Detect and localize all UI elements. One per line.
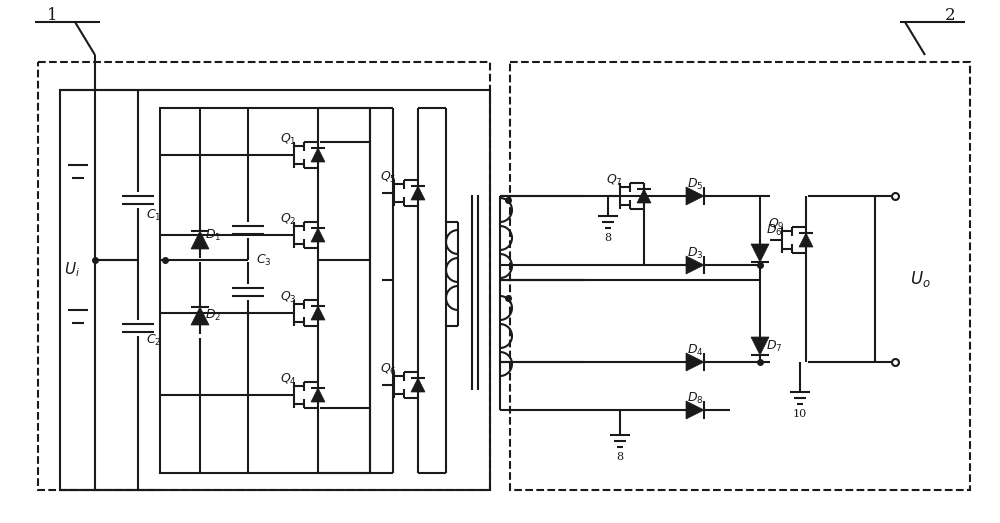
Text: 2: 2 <box>945 7 955 25</box>
Text: $D_1$: $D_1$ <box>205 228 221 243</box>
Text: 8: 8 <box>616 452 624 462</box>
Text: $Q_6$: $Q_6$ <box>380 361 397 377</box>
Text: $D_2$: $D_2$ <box>205 308 221 323</box>
Text: 8: 8 <box>604 233 612 243</box>
Text: $D_8$: $D_8$ <box>687 391 703 405</box>
Polygon shape <box>311 228 325 242</box>
Polygon shape <box>191 231 209 249</box>
Polygon shape <box>686 353 704 371</box>
Polygon shape <box>411 378 425 392</box>
Polygon shape <box>686 256 704 274</box>
Text: $D_7$: $D_7$ <box>766 338 783 354</box>
Polygon shape <box>311 306 325 320</box>
Bar <box>510 62 970 490</box>
Polygon shape <box>686 401 704 419</box>
Text: $C_3$: $C_3$ <box>256 253 272 268</box>
Polygon shape <box>751 244 769 262</box>
Polygon shape <box>637 189 651 203</box>
Bar <box>38 62 490 490</box>
Polygon shape <box>686 187 704 205</box>
Polygon shape <box>411 186 425 200</box>
Text: $C_2$: $C_2$ <box>146 333 161 348</box>
Polygon shape <box>311 388 325 402</box>
Text: $U_o$: $U_o$ <box>910 269 931 289</box>
Bar <box>160 108 370 473</box>
Text: $Q_5$: $Q_5$ <box>380 169 397 185</box>
Polygon shape <box>311 148 325 162</box>
Text: $Q_9$: $Q_9$ <box>768 217 785 232</box>
Polygon shape <box>191 307 209 325</box>
Text: $D_3$: $D_3$ <box>687 245 703 260</box>
Text: $C_1$: $C_1$ <box>146 208 161 223</box>
Polygon shape <box>751 337 769 355</box>
Text: $Q_2$: $Q_2$ <box>280 211 296 226</box>
Text: $Q_1$: $Q_1$ <box>280 131 297 146</box>
Text: $D_6$: $D_6$ <box>766 222 783 237</box>
Text: $Q_4$: $Q_4$ <box>280 371 297 386</box>
Text: 10: 10 <box>793 409 807 419</box>
Polygon shape <box>799 233 813 247</box>
Text: 1: 1 <box>47 7 57 25</box>
Text: $Q_3$: $Q_3$ <box>280 289 297 304</box>
Text: $Q_7$: $Q_7$ <box>606 173 623 188</box>
Text: $D_5$: $D_5$ <box>687 176 703 191</box>
Bar <box>60 90 490 490</box>
Text: $U_i$: $U_i$ <box>64 260 80 279</box>
Text: $D_4$: $D_4$ <box>687 343 703 358</box>
